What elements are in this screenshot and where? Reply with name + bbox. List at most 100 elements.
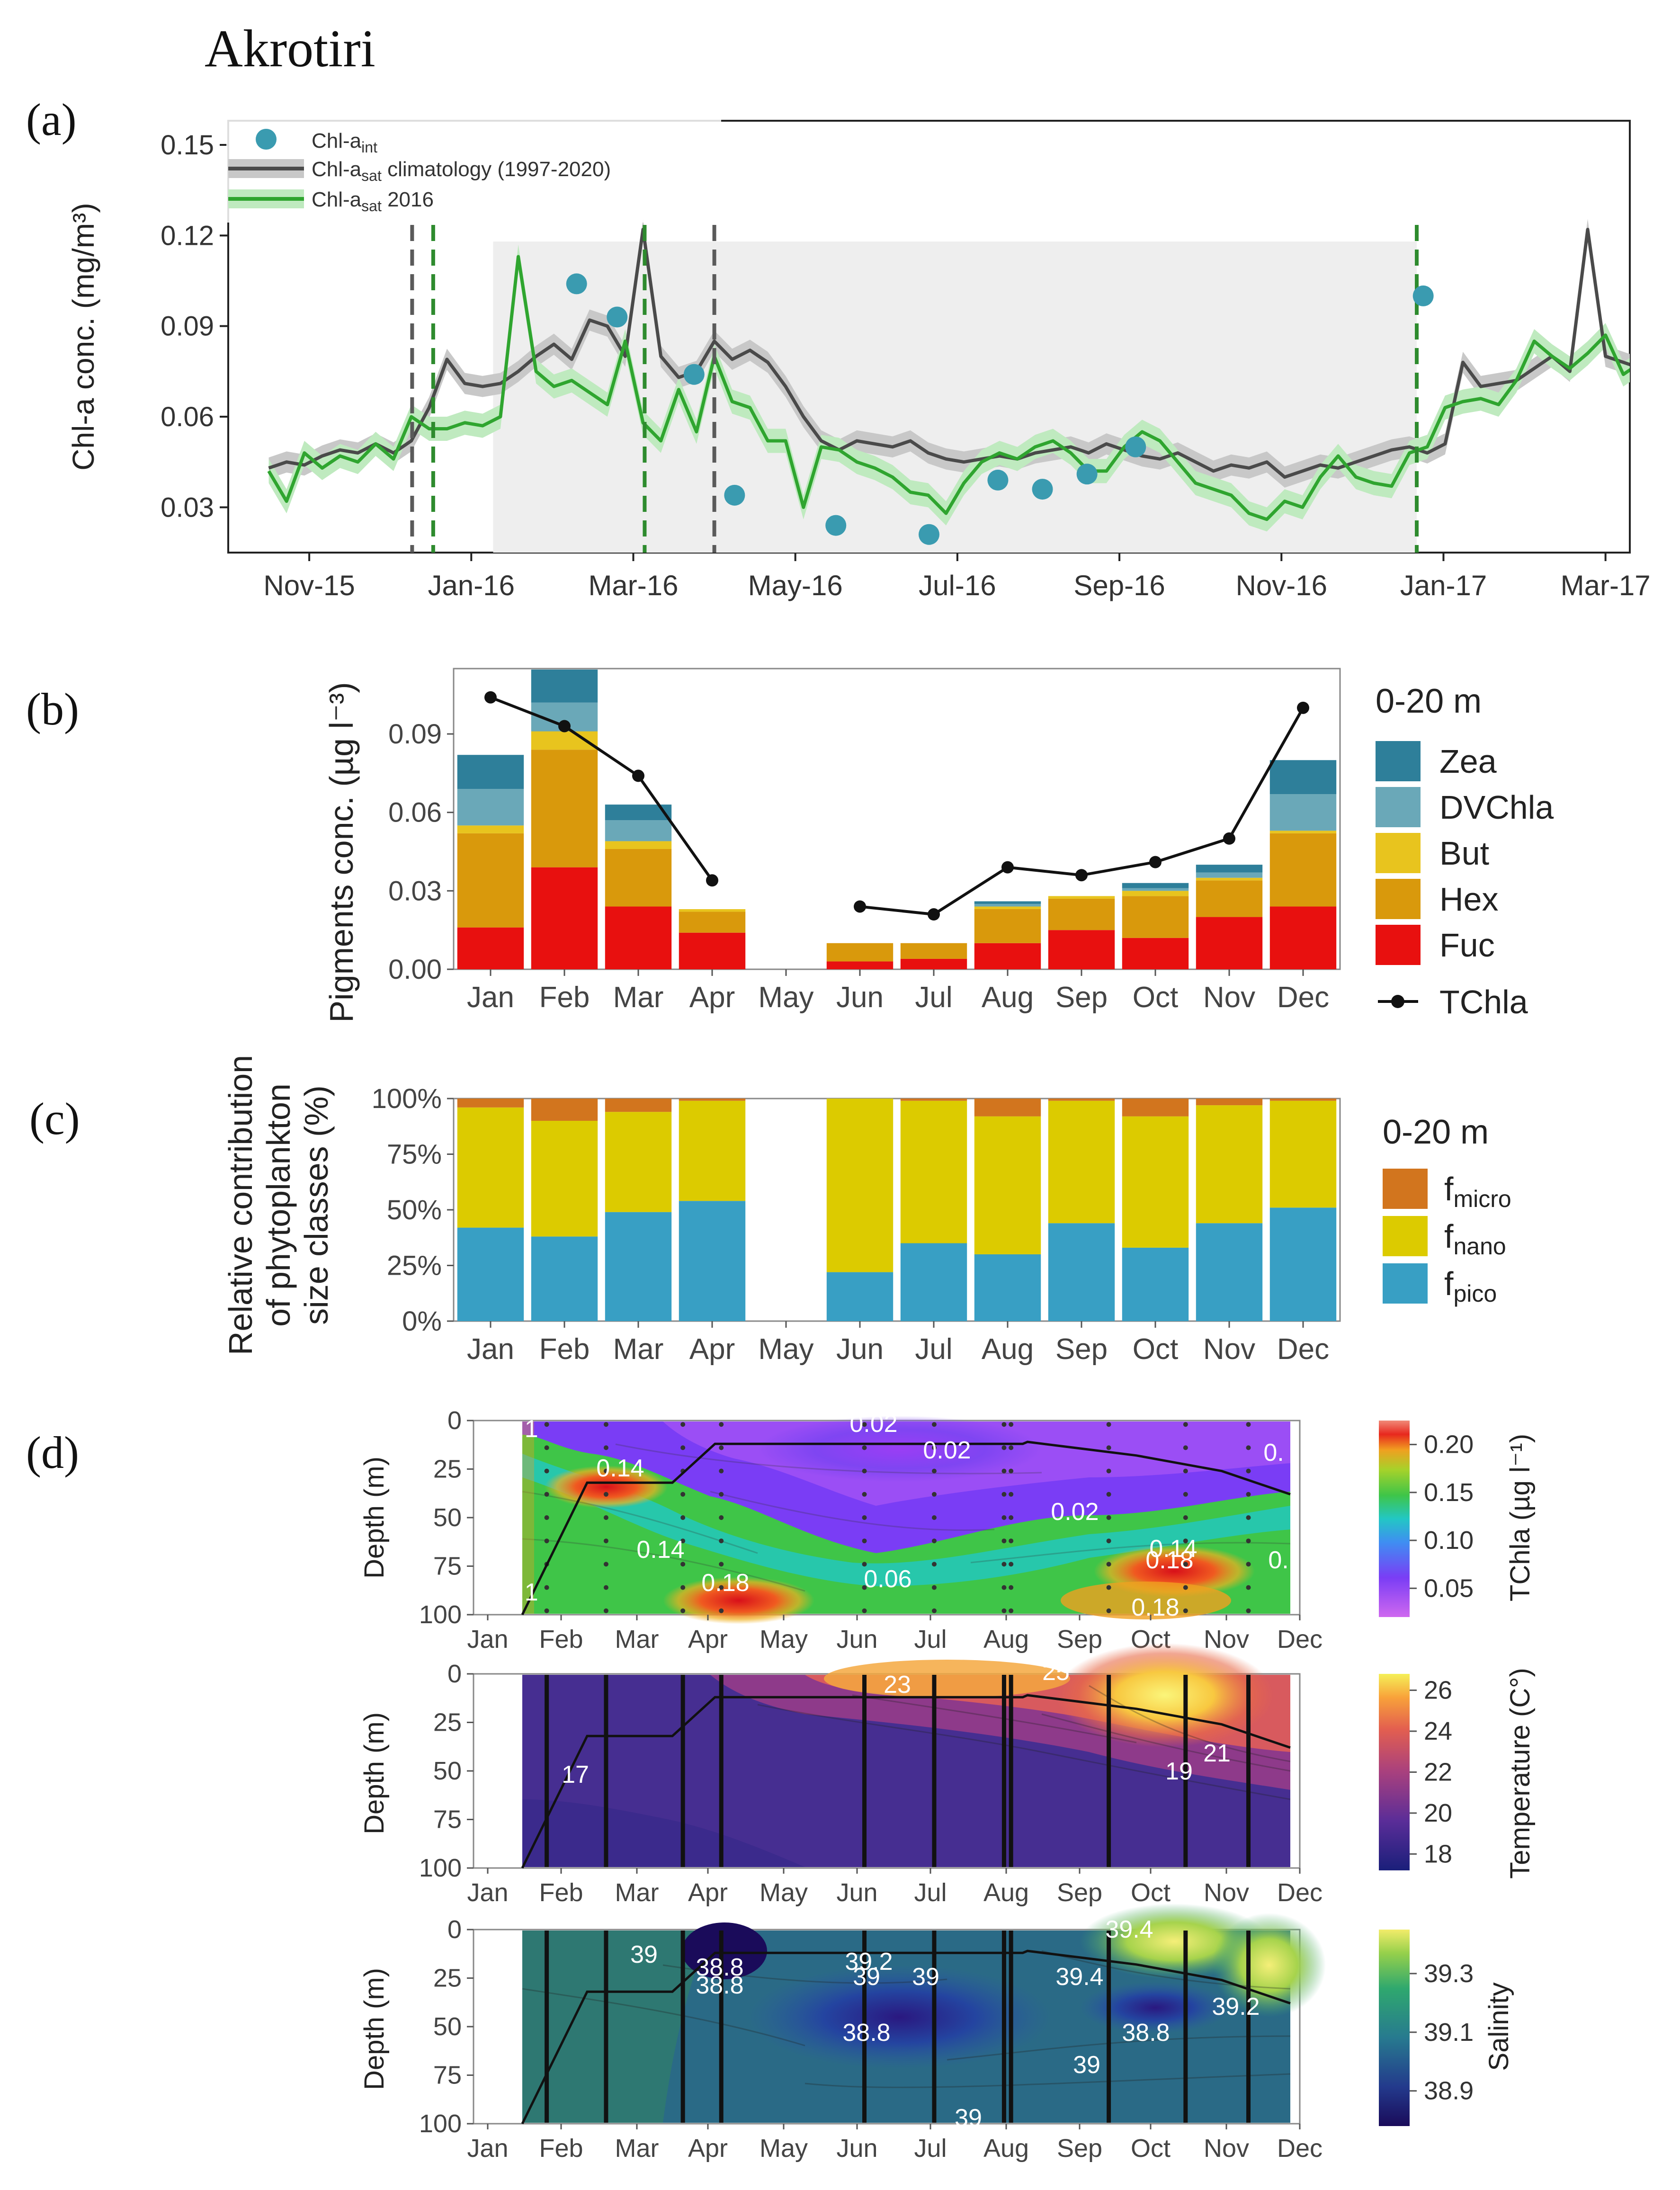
bar-dvchla-nov — [1196, 872, 1263, 878]
temperature-colorbar-tick-label-4: 18 — [1424, 1840, 1452, 1868]
panel-c-size-classes: Jan Feb Mar Apr May Jun Jul Aug Sep Oct Nov Dec 0% 25… — [222, 1055, 1511, 1366]
bar-fmicro-sep — [1048, 1099, 1115, 1101]
temperature-contour-label-2: 17 — [562, 1761, 589, 1788]
bar-fmicro-jan — [457, 1099, 524, 1108]
salinity-colorbar-tick-label-1: 39.1 — [1424, 2018, 1474, 2047]
tchla-colorbar-label: TChla (µg l⁻¹) — [1505, 1434, 1536, 1601]
tchla-sample-dot — [1183, 1585, 1188, 1590]
tchla-sample-dot — [544, 1608, 549, 1613]
a-ytick-label-3: 0.12 — [161, 220, 214, 251]
legend-chl-int-marker — [256, 129, 277, 150]
tchla-sample-dot — [1246, 1492, 1251, 1497]
tchla-sample-dot — [680, 1608, 686, 1613]
b-xtick-label-5: Jun — [836, 981, 884, 1014]
tchla-sample-dot — [1246, 1422, 1251, 1427]
tchla-sample-dot — [680, 1515, 686, 1520]
tchla-sample-dot — [719, 1492, 724, 1497]
legend-fpico-swatch — [1383, 1263, 1428, 1304]
panel-label-c: (c) — [29, 1093, 80, 1144]
tchla-point-feb — [558, 720, 571, 733]
bar-fuc-apr — [679, 932, 746, 969]
tchla-sample-dot — [931, 1538, 937, 1544]
legend-chl-sat-text: Chl-asat 2016 — [312, 188, 434, 215]
bar-but-apr — [679, 909, 746, 912]
bar-hex-jan — [457, 833, 524, 928]
legend-fmicro-swatch — [1383, 1169, 1428, 1209]
panel-c-axes: Jan Feb Mar Apr May Jun Jul Aug Sep Oct Nov Dec 0% 25… — [372, 1083, 1329, 1366]
bar-fpico-mar — [605, 1212, 672, 1321]
c-xtick-label-4: May — [758, 1333, 813, 1366]
salinity-contour-label-8: 38.8 — [842, 2019, 890, 2047]
tchla-sample-dot — [862, 1445, 867, 1450]
bar-but-oct — [1122, 891, 1189, 896]
tchla-xtick-label-1: Feb — [539, 1625, 583, 1654]
chl-int-point-10 — [1412, 285, 1434, 306]
sat-2016-series-line — [267, 255, 1630, 521]
b-xtick-label-2: Mar — [613, 981, 664, 1014]
tchla-sample-dot — [1183, 1562, 1188, 1567]
tchla-sample-dot — [1001, 1562, 1007, 1567]
bar-hex-apr — [679, 912, 746, 933]
c-xtick-label-1: Feb — [539, 1333, 590, 1366]
tchla-sample-dot — [931, 1492, 937, 1497]
temperature-xtick-label-9: Oct — [1131, 1878, 1171, 1907]
tchla-sample-dot — [862, 1422, 867, 1427]
panel-label-b: (b) — [26, 684, 79, 734]
salinity-mixed-layer-depth — [521, 1949, 1291, 2125]
tchla-contour-label-9: 0.06 — [864, 1565, 911, 1593]
tchla-sample-dot — [931, 1468, 937, 1474]
salinity-contour-label-12: 39 — [955, 2104, 982, 2132]
salinity-xtick-label-3: Apr — [688, 2134, 728, 2163]
salinity-contour-label-9: 38.8 — [1122, 2019, 1170, 2047]
bar-fuc-jan — [457, 927, 524, 969]
bar-zea-feb — [531, 670, 598, 703]
b-ytick-label-3: 0.09 — [388, 719, 442, 750]
bar-fmicro-nov — [1196, 1099, 1263, 1106]
temperature-contour-label-1: 25 — [1042, 1658, 1070, 1686]
temperature-xtick-label-2: Mar — [615, 1878, 659, 1907]
chl-int-point-0 — [566, 273, 587, 295]
bar-hex-jul — [900, 943, 967, 959]
tchla-sample-dot — [1106, 1492, 1111, 1497]
tchla-sample-dot — [1183, 1445, 1188, 1450]
bar-fnano-dec — [1269, 1100, 1337, 1208]
bar-fpico-jun — [826, 1272, 894, 1321]
c-xtick-label-2: Mar — [613, 1333, 664, 1366]
bar-hex-feb — [531, 750, 598, 867]
tchla-sample-dot — [931, 1562, 937, 1567]
salinity-contour-label-7: 39.4 — [1105, 1916, 1153, 1943]
c-xtick-label-10: Nov — [1203, 1333, 1255, 1366]
tchla-sample-dot — [862, 1515, 867, 1520]
chl-int-point-9 — [1125, 436, 1146, 457]
tchla-sample-dot — [680, 1562, 686, 1567]
panel-b-bars — [457, 670, 1337, 969]
tchla-sample-dot — [1106, 1445, 1111, 1450]
bar-but-aug — [974, 906, 1041, 909]
c-xtick-label-8: Sep — [1055, 1333, 1108, 1366]
bar-fpico-apr — [679, 1201, 746, 1321]
tchla-sample-dot — [1183, 1492, 1188, 1497]
temperature-ytick-label-0: 0 — [447, 1660, 462, 1688]
salinity-colorbar-tick-label-2: 38.9 — [1424, 2077, 1474, 2105]
temperature-xtick-label-1: Feb — [539, 1878, 583, 1907]
tchla-point-jul — [928, 908, 940, 921]
temperature-ylabel: Depth (m) — [359, 1712, 390, 1834]
bar-dvchla-dec — [1269, 794, 1337, 831]
c-xtick-label-5: Jun — [836, 1333, 884, 1366]
temperature-contour-label-4: 21 — [1203, 1740, 1231, 1767]
tchla-contour-label-12: .1 — [518, 1579, 538, 1606]
bar-fpico-nov — [1196, 1223, 1263, 1321]
bar-fnano-jun — [826, 1099, 894, 1272]
panel-c-ylabel: Relative contribution of phytoplankton s… — [222, 1055, 335, 1355]
salinity-ytick-label-1: 25 — [433, 1964, 462, 1993]
panel-b-legend: 0-20 m Zea DVChla But Hex Fuc TChla — [1376, 682, 1554, 1020]
tchla-sample-dot — [1106, 1538, 1111, 1544]
b-xtick-label-4: May — [758, 981, 813, 1014]
bar-hex-dec — [1269, 833, 1337, 907]
bar-fnano-apr — [679, 1100, 746, 1201]
tchla-sample-dot — [544, 1538, 549, 1544]
tchla-field-features — [522, 1416, 1291, 1624]
